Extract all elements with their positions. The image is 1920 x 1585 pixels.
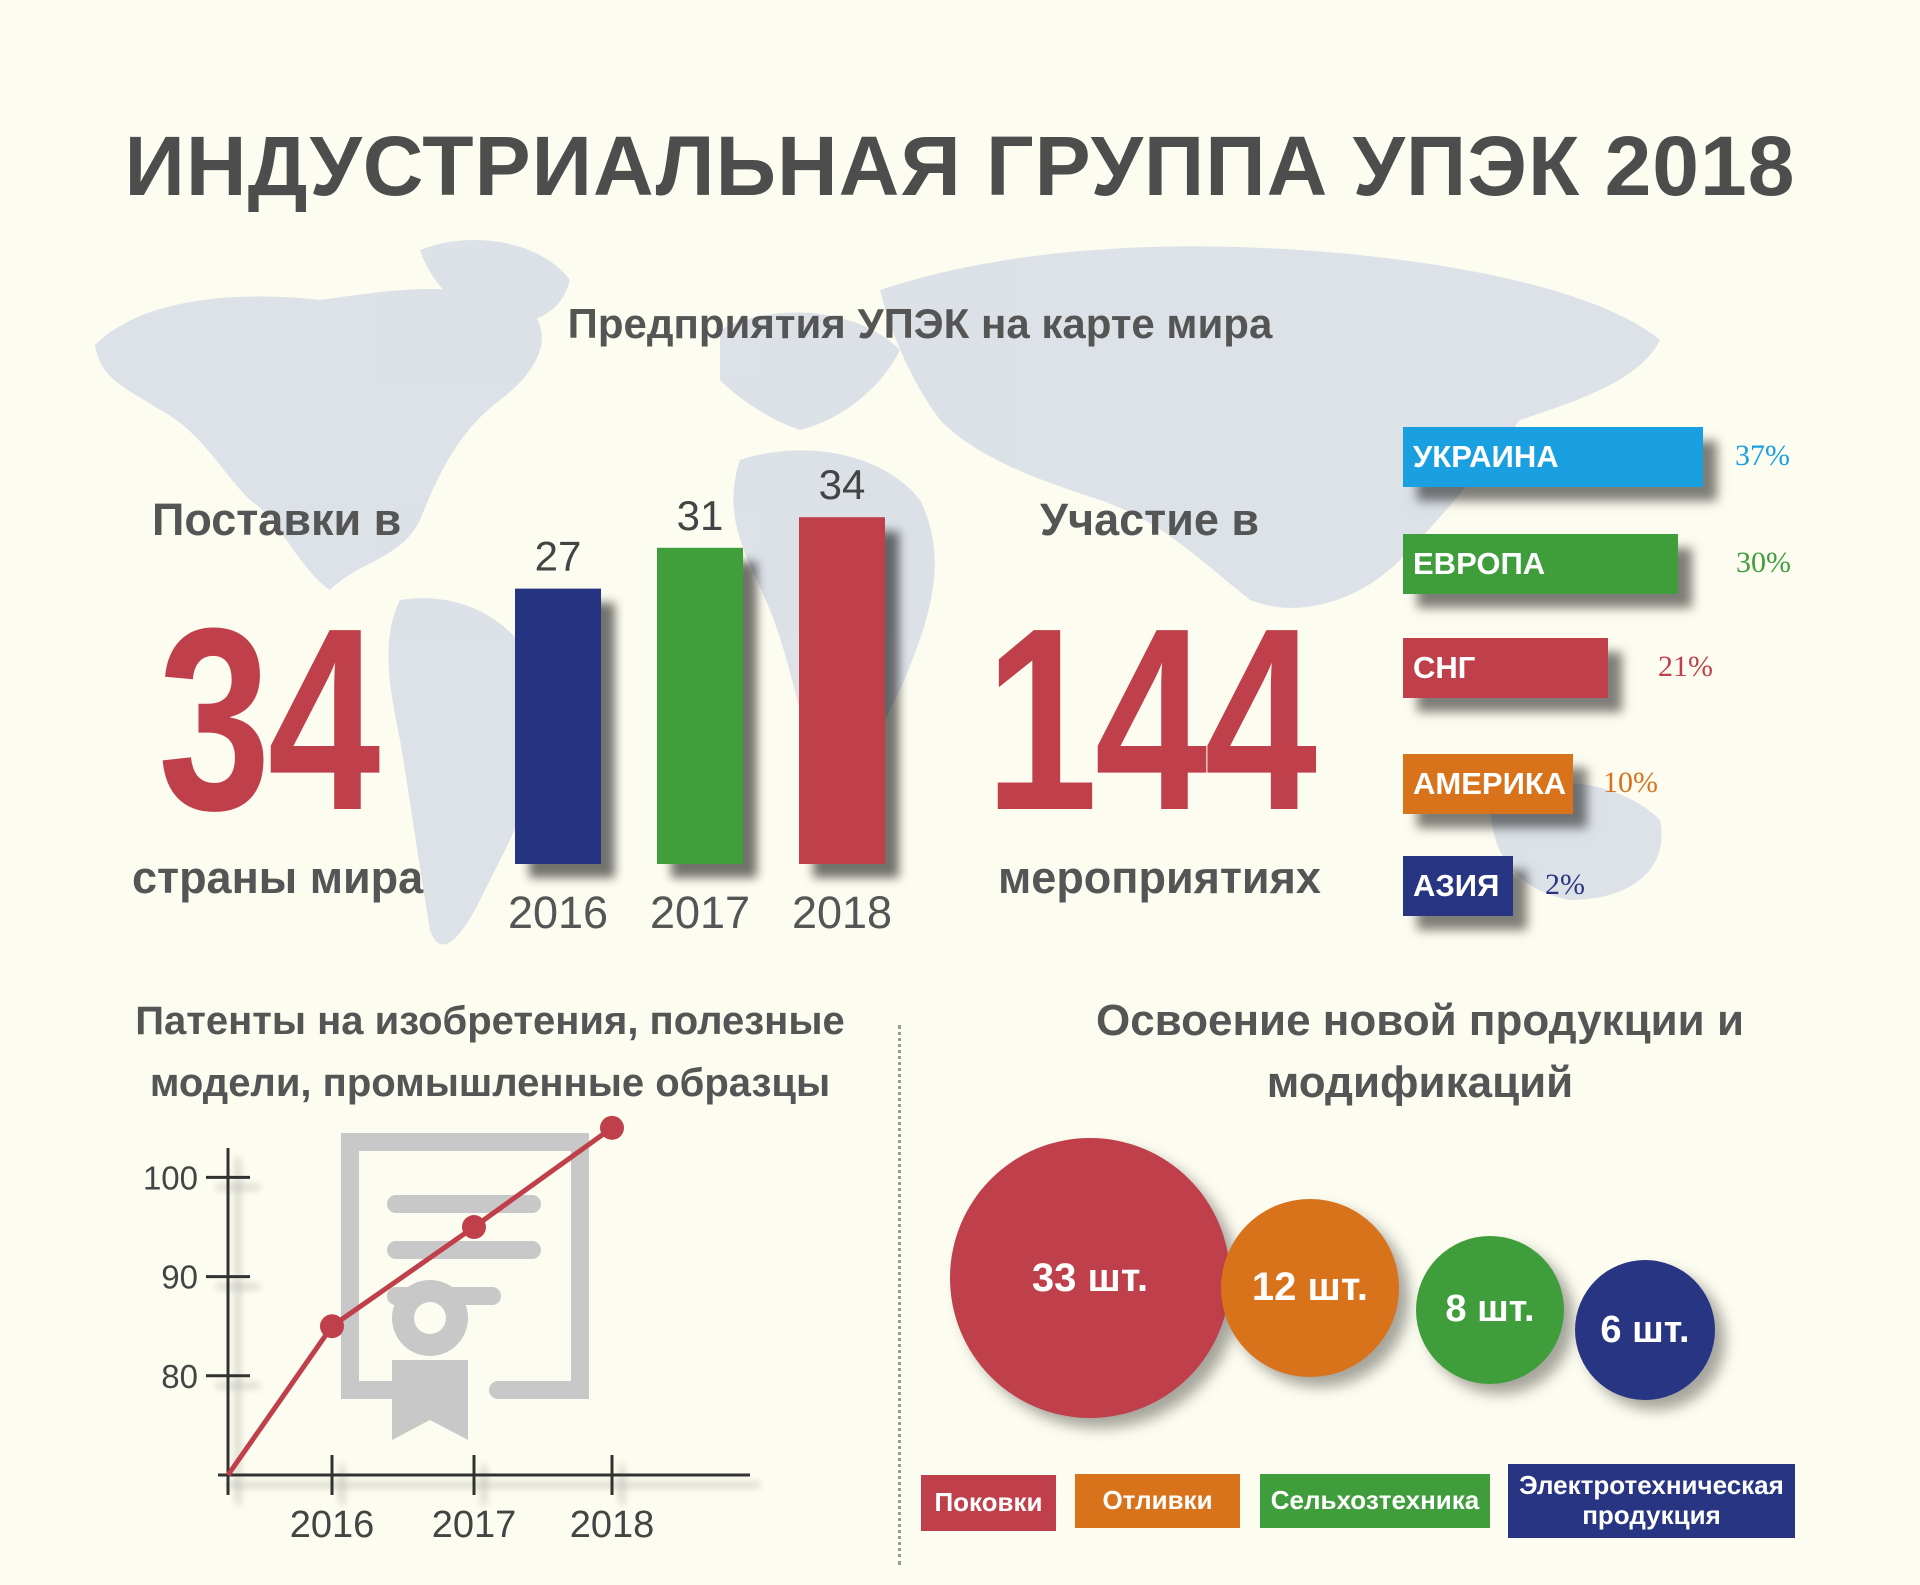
region-bar-america: АМЕРИКА	[1403, 754, 1573, 814]
bubble-4: 6 шт.	[1575, 1260, 1715, 1400]
patents-point-2018	[600, 1115, 624, 1140]
section-divider	[898, 1025, 901, 1565]
events-number: 144	[985, 575, 1317, 865]
region-bar-ukraine: УКРАИНА	[1403, 427, 1703, 487]
bar-category-label: 2017	[650, 887, 750, 938]
page-title: ИНДУСТРИАЛЬНАЯ ГРУППА УПЭК 2018	[124, 119, 1796, 213]
x-tick-label: 2017	[432, 1504, 517, 1546]
deliveries-label-top: Поставки в	[152, 494, 402, 545]
patents-line-chart: 80 90 100 2016 2017 2018	[143, 1115, 750, 1546]
legend-item-2: Отливки	[1075, 1474, 1240, 1528]
legend-item-4: Электротехническая продукция	[1508, 1464, 1795, 1538]
deliveries-number: 34	[158, 575, 380, 865]
region-bar-asia: АЗИЯ	[1403, 856, 1513, 916]
bar-value-label: 31	[677, 492, 724, 539]
countries-bar-chart: 27 2016 31 2017 34 2018	[508, 461, 892, 938]
region-bar-cis: СНГ	[1403, 638, 1608, 698]
bubble-1: 33 шт.	[950, 1138, 1230, 1418]
legend-item-1: Поковки	[921, 1475, 1056, 1531]
seal-icon	[392, 1280, 468, 1440]
bar-category-label: 2018	[792, 887, 892, 938]
y-tick-label: 100	[143, 1159, 198, 1196]
events-label-top: Участие в	[1040, 494, 1260, 545]
region-pct-ukraine: 37%	[1735, 439, 1790, 472]
certificate-icon	[341, 1133, 589, 1399]
y-tick-label: 90	[161, 1259, 198, 1296]
bar-value-label: 27	[535, 533, 582, 580]
region-pct-europe: 30%	[1736, 546, 1791, 579]
products-title: Освоение новой продукции и модификаций	[1095, 996, 1745, 1107]
events-label-bottom: мероприятиях	[998, 852, 1321, 903]
bar-2016	[515, 588, 601, 864]
bar-2018	[799, 517, 885, 864]
region-pct-america: 10%	[1603, 766, 1658, 799]
region-bar-europe: ЕВРОПА	[1403, 534, 1678, 594]
region-pct-cis: 21%	[1658, 650, 1713, 683]
x-tick-label: 2016	[290, 1504, 375, 1546]
patents-series-line	[225, 1125, 614, 1477]
bar-value-label: 34	[819, 461, 866, 508]
bubble-2: 12 шт.	[1221, 1199, 1399, 1377]
bubble-3: 8 шт.	[1416, 1236, 1564, 1384]
region-pct-asia: 2%	[1545, 868, 1585, 901]
y-tick-label: 80	[161, 1358, 198, 1395]
map-subtitle: Предприятия УПЭК на карте мира	[567, 300, 1273, 347]
legend-item-3: Сельхозтехника	[1260, 1474, 1490, 1528]
patents-point-2017	[462, 1215, 486, 1240]
bar-category-label: 2016	[508, 887, 608, 938]
patents-point-2016	[320, 1314, 344, 1339]
patents-title: Патенты на изобретения, полезные модели,…	[135, 999, 845, 1105]
x-tick-label: 2018	[570, 1504, 655, 1546]
deliveries-label-bottom: страны мира	[132, 852, 424, 903]
bar-2017	[657, 547, 743, 864]
